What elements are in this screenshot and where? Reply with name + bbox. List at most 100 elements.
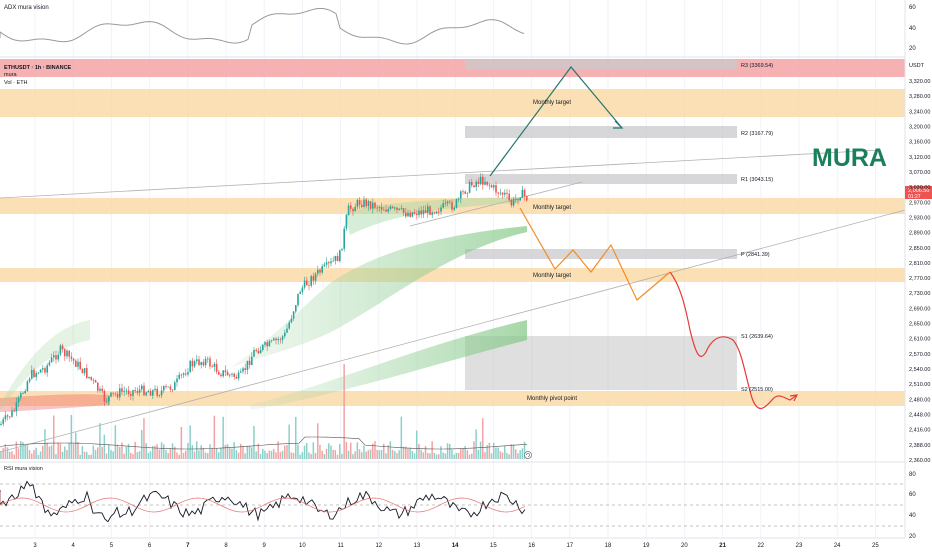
candle-body [220,374,222,377]
volume-bar [59,443,62,459]
time-axis: 3 4 5 6 7 8 9 10 11 12 13 14 15 16 17 18 19 20 21 22 23 24 25 [0,537,905,549]
volume-bar [378,450,381,459]
volume-bar [229,447,231,459]
candle-body [497,192,499,194]
candle-body [339,250,341,262]
price-tick-label: 3,120.00 [909,155,930,161]
volume-bar [275,452,277,459]
candle-body [141,385,143,390]
candle-body [26,381,29,392]
candle-body [501,192,504,195]
time-tick-label: 22 [757,543,764,549]
volume-bar [141,430,143,459]
candle-body [171,389,174,391]
volume-bar [334,450,337,459]
volume-bar [317,423,319,459]
candle-body [198,359,200,365]
volume-bar [499,451,502,459]
volume-bar [486,445,488,459]
volume-bar [94,449,97,459]
time-tick-label: 19 [643,543,650,549]
volume-bar [92,445,95,459]
volume-bar [11,451,13,459]
volume-bar [297,444,299,459]
candle-body [343,228,345,249]
volume-bar [121,442,123,459]
candle-body [202,362,205,366]
volume-bar [196,441,198,459]
volume-bar [398,450,400,459]
candle-body [336,255,339,262]
volume-bar [237,452,240,459]
volume-bar [442,452,444,459]
volume-bar [46,443,48,459]
candle-body [363,199,365,208]
candle-body [268,341,271,347]
pivot-box-r3 [465,60,737,69]
reset-icon[interactable] [524,451,532,459]
volume-bar [391,449,394,459]
candle-body [477,181,480,184]
candle-body [68,350,70,357]
moving-average-cloud [0,197,527,412]
candle-body [123,391,125,392]
volume-bar [68,442,70,459]
time-tick-label: 14 [452,543,459,549]
volume-bar [308,452,310,459]
volume-bar [88,454,90,459]
volume-bar [81,446,84,459]
adx-tick-60: 60 [909,5,916,11]
volume-bar [55,454,57,459]
candle-body [108,396,110,402]
candle-body [431,212,433,215]
volume-bar [446,443,449,459]
candle-body [306,280,308,286]
price-tick-label: 2,480.00 [909,397,930,403]
volume-bar [277,441,279,459]
volume-bar [512,444,515,459]
volume-bar [517,453,519,459]
volume-bar [523,441,526,459]
volume-bar [301,452,304,459]
candle-body [138,389,141,393]
volume-bar [242,446,244,459]
volume-bar [119,446,121,459]
volume-bar [149,451,152,459]
volume-bar [33,450,35,459]
volume-bar [295,416,297,459]
volume-bar [457,452,460,459]
pivot-label-s1: S1 (2639.64) [741,334,773,340]
price-tick-label: 2,850.00 [909,246,930,252]
pivot-labels: R3 (3369.54) R2 (3167.79) R1 (3043.15) P… [741,63,773,393]
candle-body [411,212,414,217]
time-tick-label: 17 [566,543,573,549]
candle-body [413,212,416,214]
volume-bar [72,443,75,459]
volume-bar [462,448,464,459]
volume-bar [299,454,301,459]
candle-body [134,390,136,392]
candle-body [317,269,319,274]
candle-body [418,210,420,216]
candle-body [284,332,286,337]
volume-bar [235,450,238,459]
candle-body [121,388,123,392]
volume-bar [2,448,4,459]
volume-bar [411,451,414,459]
candle-body [81,369,84,374]
volume-bar [431,441,433,459]
time-tick-label: 9 [263,543,267,549]
candle-body [385,209,387,212]
volume-bars [0,364,528,459]
candle-body [20,393,22,398]
price-tick-label: 2,388.00 [909,443,930,449]
candle-body [438,211,440,213]
candle-body [429,206,431,215]
candle-body [165,386,167,387]
volume-bar [182,452,185,459]
candle-body [367,201,370,207]
candle-body [506,192,508,194]
candle-body [402,208,405,213]
candle-body [176,378,178,383]
